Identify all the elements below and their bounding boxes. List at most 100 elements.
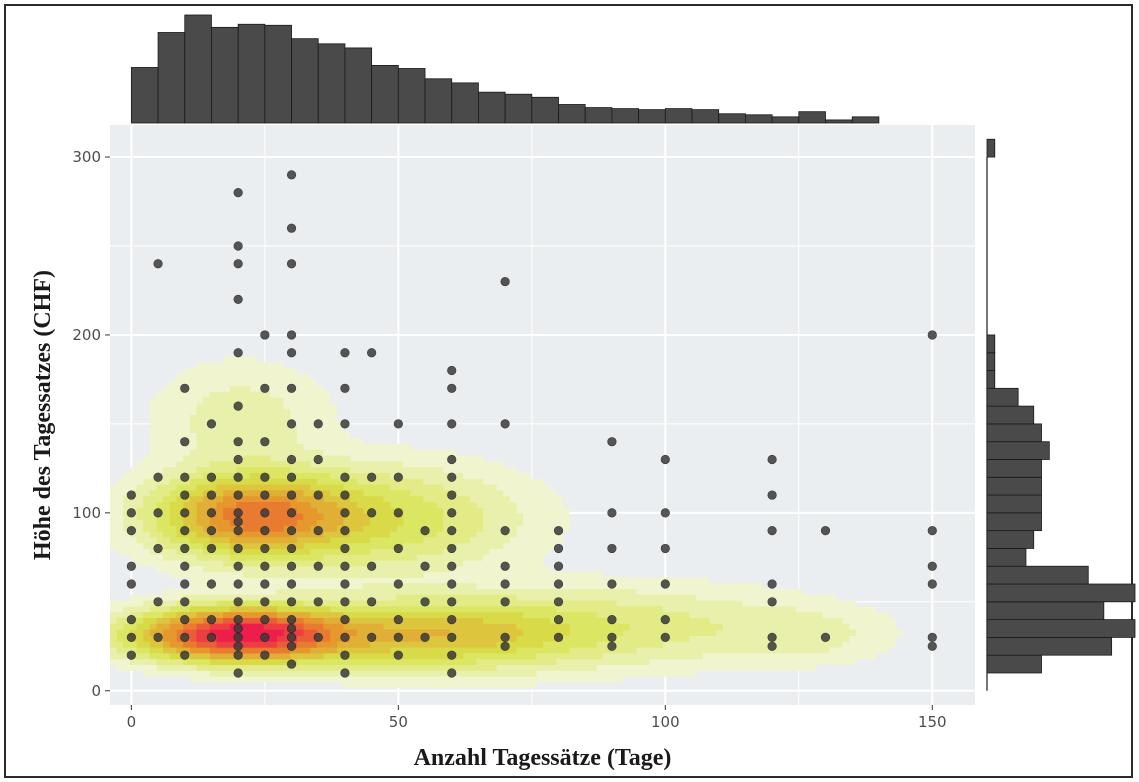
scatter-point	[206, 419, 217, 429]
scatter-point	[607, 437, 617, 447]
x-histogram-bar	[291, 38, 319, 124]
scatter-point	[447, 543, 457, 554]
scatter-point	[553, 579, 564, 589]
scatter-point	[153, 508, 163, 518]
scatter-point	[180, 543, 190, 554]
y-histogram-bar	[986, 423, 1042, 443]
x-histogram-bar	[771, 116, 800, 124]
scatter-point	[286, 641, 297, 651]
scatter-point	[367, 597, 377, 607]
scatter-point	[447, 383, 457, 393]
x-histogram-bar	[130, 67, 159, 124]
scatter-point	[206, 579, 217, 589]
x-histogram-bar	[851, 116, 880, 124]
scatter-point	[660, 615, 670, 625]
scatter-point	[286, 543, 297, 554]
scatter-point	[260, 579, 270, 589]
y-histogram-bar	[986, 619, 1136, 638]
x-histogram-bar	[798, 111, 826, 124]
scatter-point	[927, 561, 937, 571]
y-histogram-bar	[986, 565, 1089, 585]
y-tick-label: 0	[91, 682, 101, 700]
scatter-point	[367, 632, 377, 642]
scatter-point	[233, 650, 243, 660]
scatter-point	[500, 561, 510, 571]
scatter-point	[927, 330, 937, 340]
scatter-point	[206, 472, 217, 482]
x-histogram-bar	[264, 24, 292, 124]
scatter-point	[180, 490, 190, 500]
scatter-point	[393, 472, 403, 482]
y-histogram-bar	[986, 583, 1136, 603]
x-histogram-bar	[371, 65, 399, 124]
scatter-point	[927, 579, 937, 589]
scatter-point	[340, 526, 350, 536]
x-histogram-bar	[237, 23, 266, 124]
scatter-point	[393, 632, 403, 642]
x-histogram-bar	[478, 91, 506, 124]
scatter-point	[153, 632, 163, 642]
x-histogram-bar	[504, 93, 533, 124]
scatter-point	[180, 437, 190, 447]
scatter-point	[420, 526, 430, 536]
scatter-point	[233, 294, 243, 304]
scatter-point	[340, 650, 350, 660]
scatter-point	[367, 472, 377, 482]
x-histogram-bar	[558, 104, 586, 124]
scatter-point	[340, 419, 350, 429]
scatter-point	[153, 472, 163, 482]
scatter-point	[927, 641, 937, 651]
scatter-point	[180, 615, 190, 625]
scatter-point	[286, 490, 297, 500]
scatter-point	[233, 454, 243, 465]
scatter-point	[553, 561, 564, 571]
scatter-point	[500, 641, 510, 651]
x-histogram-bar	[584, 107, 613, 124]
y-histogram-bar	[986, 654, 1042, 674]
scatter-point	[607, 508, 617, 518]
scatter-point	[393, 650, 403, 660]
scatter-point	[260, 615, 270, 625]
scatter-point	[340, 615, 350, 625]
scatter-point	[447, 508, 457, 518]
scatter-point	[447, 561, 457, 571]
scatter-point	[500, 579, 510, 589]
scatter-point	[393, 419, 403, 429]
scatter-point	[447, 615, 457, 625]
scatter-point	[180, 472, 190, 482]
y-histogram-bar	[986, 441, 1050, 460]
scatter-point	[260, 650, 270, 660]
scatter-point	[233, 543, 243, 554]
scatter-point	[126, 490, 136, 500]
scatter-point	[340, 561, 350, 571]
scatter-point	[126, 632, 136, 642]
scatter-point	[286, 383, 297, 393]
scatter-point	[233, 641, 243, 651]
x-axis-title: Anzahl Tagessätze (Tage)	[414, 745, 672, 771]
scatter-point	[420, 597, 430, 607]
scatter-point	[180, 383, 190, 393]
scatter-point	[313, 454, 323, 465]
scatter-point	[206, 615, 217, 625]
scatter-point	[286, 579, 297, 589]
scatter-point	[233, 517, 243, 527]
scatter-point	[180, 579, 190, 589]
scatter-point	[767, 526, 777, 536]
scatter-point	[233, 401, 243, 411]
x-histogram-bar	[664, 108, 693, 124]
scatter-point	[767, 579, 777, 589]
scatter-point	[767, 490, 777, 500]
scatter-point	[340, 597, 350, 607]
scatter-point	[126, 526, 136, 536]
y-histogram-bar	[986, 405, 1035, 425]
scatter-point	[393, 615, 403, 625]
scatter-point	[286, 597, 297, 607]
scatter-point	[313, 561, 323, 571]
figure-border	[4, 4, 1133, 778]
scatter-point	[447, 454, 457, 465]
scatter-point	[500, 526, 510, 536]
x-histogram-bar	[611, 108, 640, 124]
scatter-point	[447, 365, 457, 376]
scatter-point	[286, 223, 297, 233]
